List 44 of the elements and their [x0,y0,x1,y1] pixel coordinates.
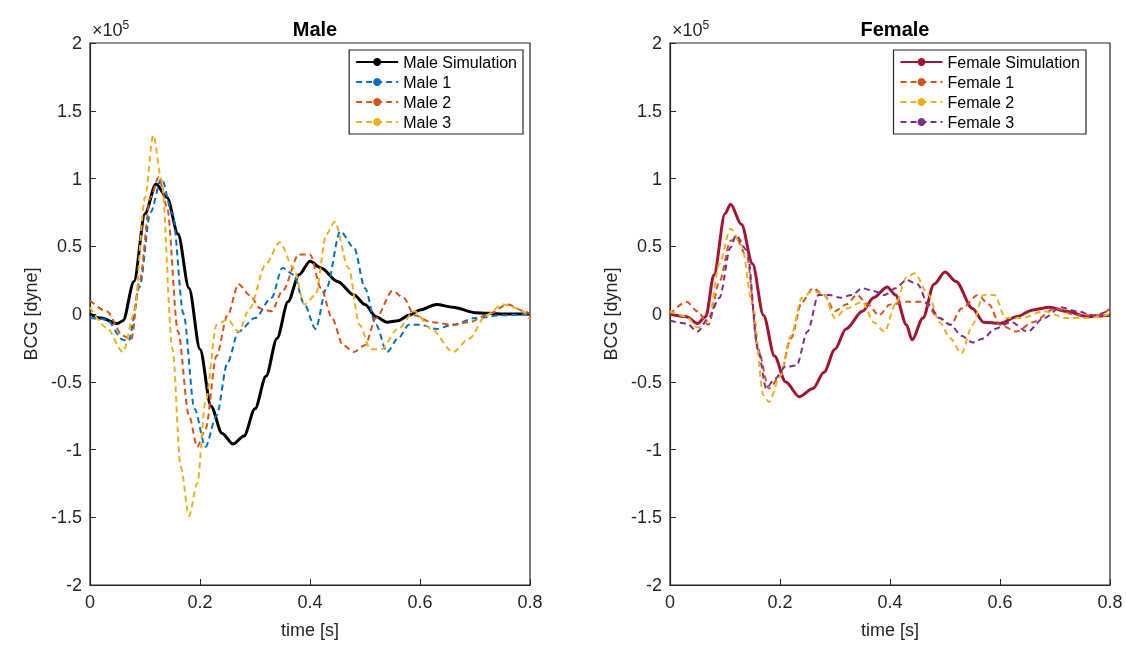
y-tick-label: -1 [645,439,662,460]
y-tick-label: -0.5 [50,371,82,392]
x-tick-label: 0.6 [407,592,433,612]
legend-label: Male 1 [403,73,452,91]
y-tick-label: 0 [651,304,662,324]
legend-label: Female 1 [947,73,1015,91]
y-tick-label: -1.5 [630,507,662,528]
x-tick-label: 0.4 [297,592,323,612]
chart-title: Male [292,18,338,40]
line-series [668,202,1112,399]
y-tick-label: 1 [651,168,662,189]
line-series [89,134,531,517]
y-tick-label: 0.5 [56,236,82,257]
y-tick-label: 2 [71,33,82,53]
chart-title: Female [860,18,930,40]
y-tick-label: 0 [71,304,82,324]
legend-label: Male Simulation [403,53,517,71]
x-tick-label: 0 [664,592,676,612]
x-tick-label: 0.4 [877,592,903,612]
y-tick-label: 2 [651,33,662,53]
legend-label: Female 2 [947,93,1015,111]
y-tick-label: 1.5 [636,100,662,121]
legend-label: Male 2 [403,93,452,111]
y-tick-label: -0.5 [630,371,662,392]
legend-label: Male 3 [403,113,452,131]
x-tick-label: 0 [84,592,96,612]
y-tick-label: -2 [65,575,82,595]
y-tick-label: -1.5 [50,507,82,528]
x-tick-label: 0.2 [767,592,793,612]
x-axis-title: time [s] [860,620,920,640]
legend-label: Female Simulation [947,53,1080,71]
x-tick-label: 0.8 [1097,592,1123,612]
y-tick-label: 1.5 [56,100,82,121]
y-tick-label: 0.5 [636,236,662,257]
x-tick-label: 0.8 [517,592,543,612]
y-tick-label: -2 [645,575,662,595]
x-tick-label: 0.2 [187,592,213,612]
legend-label: Female 3 [947,113,1015,131]
y-tick-label: 1 [71,168,82,189]
y-axis-title: BCG [dyne] [21,267,41,361]
x-tick-label: 0.6 [987,592,1013,612]
y-axis-title: BCG [dyne] [601,267,621,361]
x-axis-title: time [s] [280,620,340,640]
y-tick-label: -1 [65,439,82,460]
